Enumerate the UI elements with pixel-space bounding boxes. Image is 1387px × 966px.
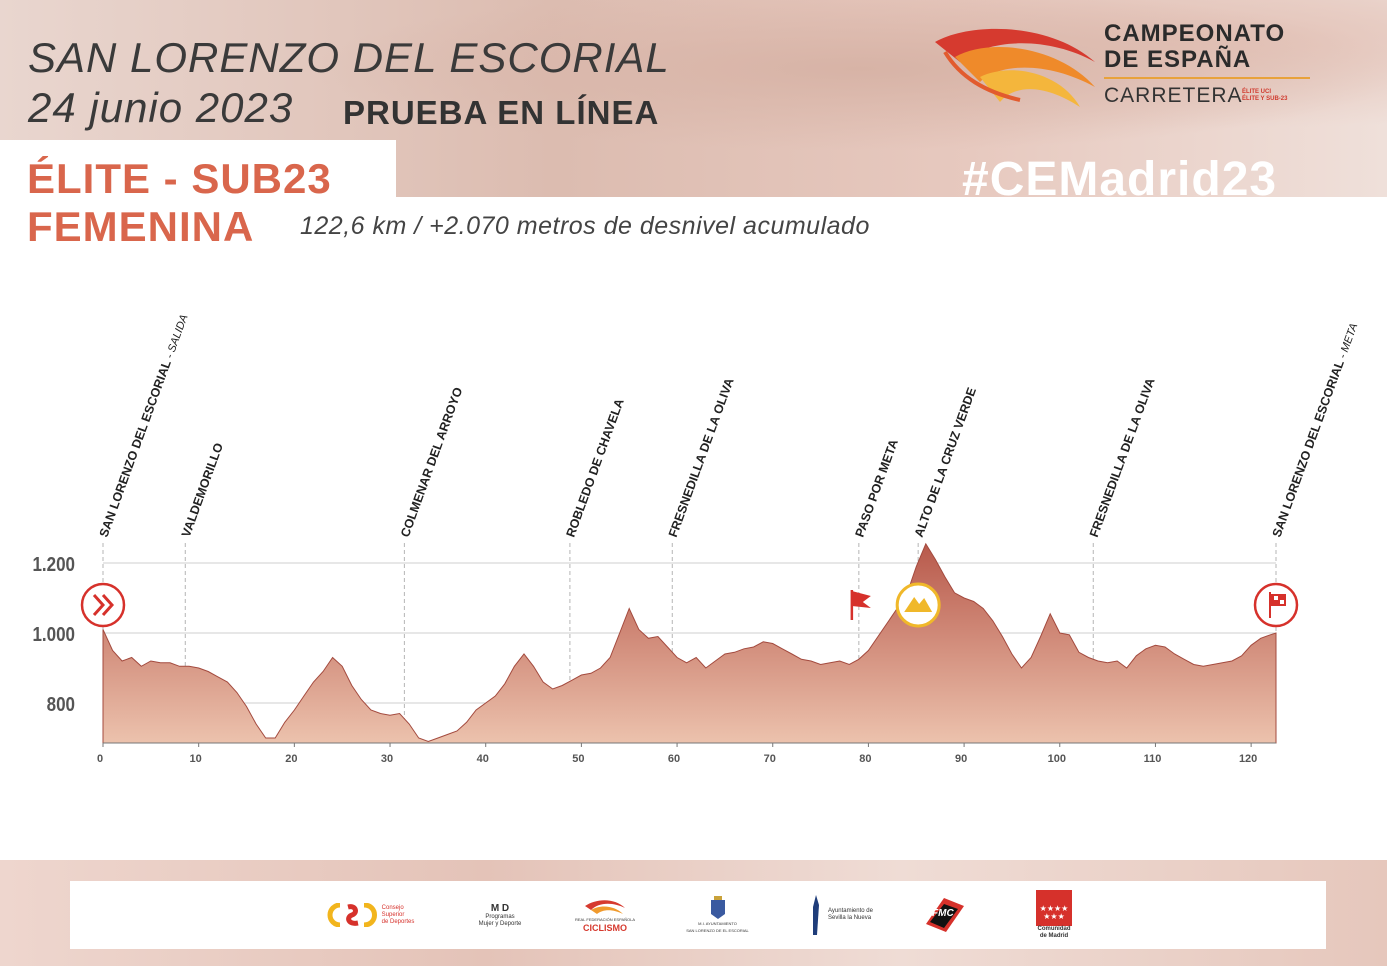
finish-check	[1280, 600, 1284, 604]
venue-title: SAN LORENZO DEL ESCORIAL	[28, 34, 670, 81]
x-tick-label: 40	[477, 753, 489, 765]
x-tick-label: 30	[381, 753, 393, 765]
csd-logo-icon	[327, 903, 377, 927]
category-line-2: FEMENINA	[27, 203, 255, 250]
waypoint-label: FRESNEDILLA DE LA OLIVA	[666, 376, 737, 539]
finish-icon	[1253, 582, 1299, 628]
sponsor-comunidad-madrid: ★★★★ ★★★ Comunidad de Madrid	[1028, 881, 1080, 949]
sponsor-sevilla-nueva: Ayuntamiento de Sevilla la Nueva	[800, 881, 880, 949]
waypoint-label: ALTO DE LA CRUZ VERDE	[912, 386, 979, 539]
waypoint-label: ROBLEDO DE CHAVELA	[564, 397, 627, 539]
finish-check	[1274, 596, 1278, 600]
logo-line-1: CAMPEONATO	[1104, 20, 1286, 47]
flag-cloth	[851, 591, 871, 608]
myd-label-2: Programas	[485, 913, 515, 920]
waypoint-name: COLMENAR DEL ARROYO	[398, 385, 465, 539]
logo-line-2: DE ESPAÑA	[1104, 46, 1252, 73]
elevation-area	[102, 542, 1277, 744]
madrid-label-1: Comunidad	[1037, 926, 1071, 932]
x-tick-label: 10	[190, 753, 202, 765]
event-type: PRUEBA EN LÍNEA	[343, 94, 660, 131]
escorial-label-2: SAN LORENZO DE EL ESCORIAL	[686, 928, 749, 933]
sevilla-nueva-logo-icon	[813, 895, 820, 935]
sponsor-fmc: FMC	[918, 881, 972, 949]
y-tick-label: 800	[47, 693, 75, 716]
hashtag: #CEMadrid23	[962, 153, 1278, 197]
waypoint-name: FRESNEDILLA DE LA OLIVA	[666, 376, 737, 539]
logo-line-3: CARRETERA	[1104, 84, 1243, 107]
x-tick-label: 70	[764, 753, 776, 765]
fmc-logo-icon	[926, 898, 964, 932]
distance-info: 122,6 km / +2.070 metros de desnivel acu…	[300, 212, 870, 240]
sponsor-ayto-escorial: M.I. AYUNTAMIENTO SAN LORENZO DE EL ESCO…	[670, 881, 765, 949]
rfec-label-1: REAL FEDERACIÓN ESPAÑOLA	[574, 916, 635, 922]
waypoint-label: SAN LORENZO DEL ESCORIAL - SALIDA	[97, 312, 191, 539]
x-tick-label: 60	[668, 753, 680, 765]
event-date: 24 junio 2023	[28, 84, 294, 131]
flag-icon	[850, 590, 871, 620]
csd-label-1: Consejo	[381, 904, 404, 911]
myd-label-3: Mujer y Deporte	[478, 920, 522, 927]
waypoint-suffix: - SALIDA	[163, 313, 191, 363]
x-tick-label: 0	[97, 753, 103, 765]
waypoint-name: PASO POR META	[853, 437, 901, 539]
madrid-label-2: de Madrid	[1039, 933, 1069, 939]
y-tick-label: 1.000	[32, 623, 75, 646]
waypoint-label: VALDEMORILLO	[179, 441, 226, 539]
logo-sub-1: ÉLITE UCI	[1242, 89, 1272, 95]
svg-text:★★★★: ★★★★	[1040, 904, 1069, 913]
sponsor-bar: Consejo Superior de Deportes M D Program…	[70, 881, 1326, 949]
x-tick-label: 50	[572, 753, 584, 765]
logo-rule	[1104, 77, 1310, 79]
category-line-1: ÉLITE - SUB23	[27, 155, 332, 202]
rfec-logo-icon	[585, 899, 625, 914]
escorial-shield-icon	[710, 896, 725, 919]
waypoint-label: SAN LORENZO DEL ESCORIAL - META	[1270, 321, 1361, 539]
x-tick-label: 80	[859, 753, 871, 765]
sponsor-myd: M D Programas Mujer y Deporte	[465, 881, 535, 949]
waypoint-name: SAN LORENZO DEL ESCORIAL	[1270, 358, 1347, 539]
x-tick-label: 110	[1144, 753, 1162, 765]
myd-label-1: M D	[490, 902, 510, 914]
waypoint-label: COLMENAR DEL ARROYO	[398, 385, 465, 539]
x-tick-label: 100	[1048, 753, 1066, 765]
sponsor-rfec: REAL FEDERACIÓN ESPAÑOLA CICLISMO	[570, 881, 640, 949]
waypoint-name: FRESNEDILLA DE LA OLIVA	[1087, 376, 1158, 539]
y-tick-label: 1.200	[32, 553, 75, 576]
waypoint-name: ALTO DE LA CRUZ VERDE	[912, 386, 979, 539]
csd-label-3: de Deportes	[381, 918, 415, 925]
logo-sub-2: ÉLITE Y SUB-23	[1242, 96, 1288, 102]
svg-text:★★★: ★★★	[1043, 912, 1065, 921]
sponsor-csd: Consejo Superior de Deportes	[325, 881, 415, 949]
elevation-profile-chart: 800 1.000 1.200 0 10 20 30 40 50 60 70 80 90 100 110 1…	[32, 312, 1361, 765]
x-tick-label: 120	[1239, 753, 1257, 765]
mountain-icon	[895, 582, 941, 628]
x-tick-label: 90	[955, 753, 967, 765]
waypoint-label: FRESNEDILLA DE LA OLIVA	[1087, 376, 1158, 539]
start-chevrons	[92, 593, 115, 617]
comunidad-madrid-flag-icon: ★★★★ ★★★	[1036, 890, 1072, 926]
sevilla-label-1: Ayuntamiento de	[828, 908, 873, 914]
campeonato-logo-icon	[935, 28, 1095, 107]
fmc-label: FMC	[932, 908, 954, 919]
waypoint-suffix: - META	[1336, 322, 1361, 363]
mountain-shape	[904, 597, 933, 612]
waypoint-name: SAN LORENZO DEL ESCORIAL	[97, 358, 174, 539]
csd-label-2: Superior	[381, 911, 405, 918]
waypoint-name: VALDEMORILLO	[179, 441, 226, 539]
x-tick-label: 20	[285, 753, 297, 765]
start-icon	[80, 582, 126, 628]
waypoint-label: PASO POR META	[853, 437, 901, 539]
rfec-label-2: CICLISMO	[583, 922, 627, 933]
logo-sub: ÉLITE UCI ÉLITE Y SUB-23	[1242, 89, 1287, 103]
waypoint-name: ROBLEDO DE CHAVELA	[564, 397, 627, 539]
escorial-label-1: M.I. AYUNTAMIENTO	[698, 921, 737, 926]
category-backdrop	[0, 140, 396, 197]
sevilla-label-2: Sevilla la Nueva	[828, 915, 872, 921]
